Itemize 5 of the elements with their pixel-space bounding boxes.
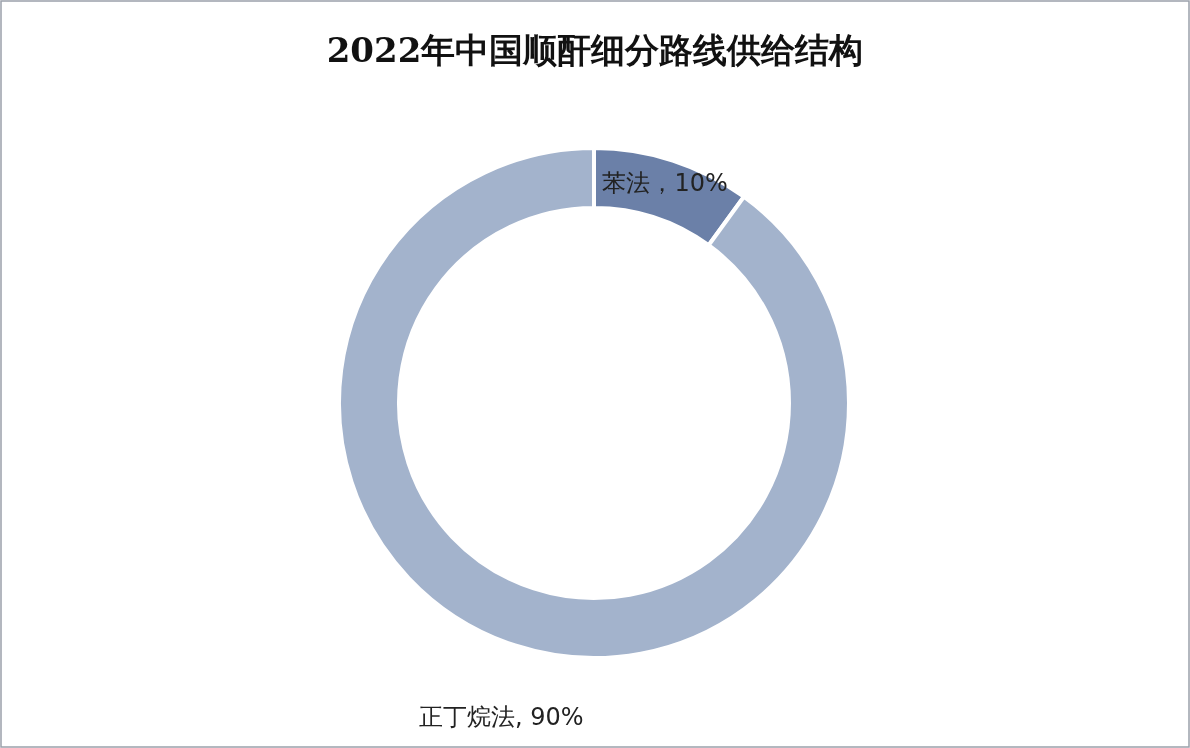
data-label: ，10% xyxy=(650,169,728,198)
chart-title: 2022年中国顺酐细分路线供给结构 xyxy=(326,30,864,70)
slice-label: 正丁烷法 xyxy=(418,703,515,732)
data-label: , 90% xyxy=(514,703,584,732)
slice-label: 苯法 xyxy=(602,169,651,198)
